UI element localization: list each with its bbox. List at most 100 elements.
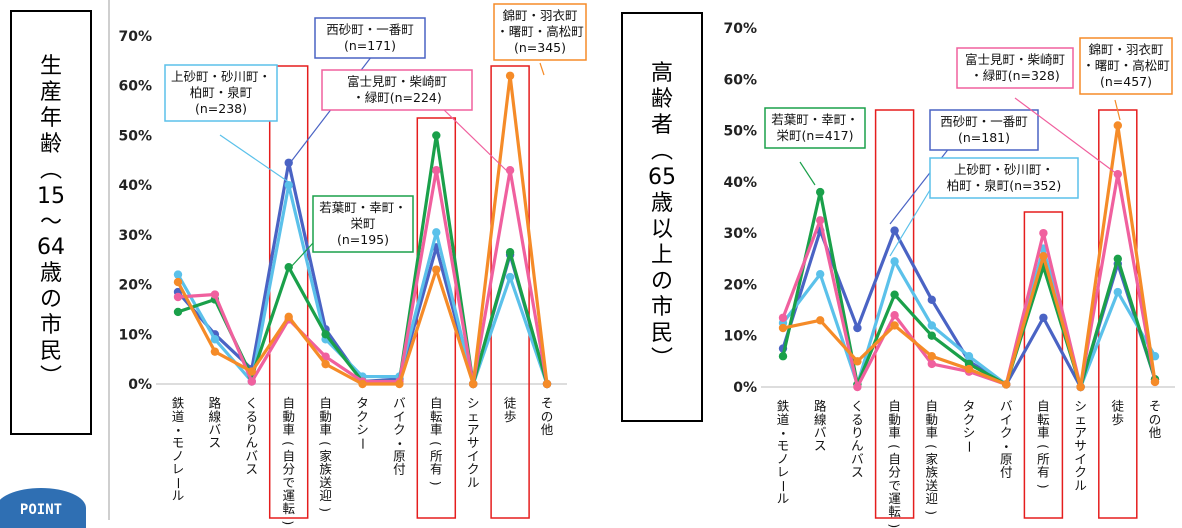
series-point bbox=[1039, 228, 1048, 238]
x-tick-char: 鉄 bbox=[777, 399, 790, 414]
series-point bbox=[210, 290, 220, 299]
elderly-label-char: 上 bbox=[650, 242, 673, 268]
x-tick-char: 迎 bbox=[926, 491, 939, 506]
x-tick-char: ア bbox=[467, 422, 480, 437]
working-age-chart: 0%10%20%30%40%50%60%70%鉄道・モノレール路線バスくるりんバ… bbox=[118, 3, 587, 525]
x-tick-char: 車 bbox=[1037, 425, 1050, 440]
series-point bbox=[173, 307, 183, 317]
x-tick-label: その他 bbox=[1149, 399, 1162, 440]
annotation-box bbox=[1079, 37, 1173, 95]
x-tick-char: り bbox=[851, 425, 864, 440]
x-tick-label: 徒歩 bbox=[504, 396, 517, 424]
x-tick-char: ) bbox=[429, 481, 444, 486]
series-point bbox=[210, 335, 220, 344]
series-point bbox=[505, 248, 515, 257]
series-point bbox=[284, 158, 293, 167]
x-tick-char: 車 bbox=[888, 425, 901, 440]
series-point bbox=[505, 166, 515, 175]
annotation-box bbox=[312, 195, 414, 253]
working-age-label-char: 生 bbox=[39, 53, 62, 79]
series-point bbox=[964, 364, 974, 374]
working-age-label-char: 15 bbox=[37, 183, 65, 209]
series-point bbox=[927, 352, 936, 361]
series-point bbox=[1150, 377, 1160, 387]
annotation-box bbox=[929, 157, 1079, 199]
x-tick-char: ル bbox=[777, 491, 790, 506]
x-tick-char: 自 bbox=[888, 451, 901, 466]
series-point bbox=[890, 257, 899, 266]
series-point bbox=[1113, 287, 1122, 297]
working-age-label-char: 齢 bbox=[39, 131, 62, 157]
series-point bbox=[505, 272, 515, 282]
x-tick-char: 車 bbox=[319, 422, 332, 437]
x-tick-char: 他 bbox=[1149, 425, 1162, 440]
x-tick-char: ・ bbox=[392, 437, 407, 450]
annotation-text: 栄町 bbox=[350, 216, 375, 231]
series-point bbox=[505, 71, 515, 80]
series-point bbox=[395, 379, 404, 389]
x-tick-char: の bbox=[541, 409, 554, 424]
annotation-text: (n=181) bbox=[958, 130, 1010, 145]
x-tick-char: ス bbox=[851, 465, 864, 480]
y-tick-label: 20% bbox=[723, 277, 757, 293]
x-tick-char: 家 bbox=[319, 448, 332, 463]
series-point bbox=[816, 187, 825, 197]
x-tick-char: シ bbox=[467, 396, 480, 411]
annotation-text: (n=195) bbox=[337, 232, 389, 247]
annotation-leader bbox=[219, 134, 291, 184]
annotation-text: 柏町・泉町(n=352) bbox=[947, 178, 1062, 193]
x-tick-char: 転 bbox=[430, 409, 443, 424]
x-tick-char: そ bbox=[1149, 399, 1162, 414]
series-point bbox=[432, 166, 441, 175]
x-tick-char: そ bbox=[541, 396, 554, 411]
y-tick-label: 30% bbox=[118, 228, 152, 244]
y-tick-label: 0% bbox=[128, 377, 152, 393]
series-point bbox=[321, 352, 330, 361]
elderly-label-char: 齢 bbox=[650, 87, 673, 113]
x-tick-char: シ bbox=[963, 425, 976, 440]
series-point bbox=[927, 359, 936, 369]
annotation-text: 若葉町・幸町・ bbox=[319, 200, 407, 215]
series-point bbox=[284, 312, 293, 322]
series-point bbox=[247, 377, 256, 386]
x-tick-char: 運 bbox=[888, 491, 901, 506]
series-point bbox=[284, 180, 293, 190]
x-tick-char: ク bbox=[1000, 425, 1013, 440]
x-tick-char: バ bbox=[246, 448, 259, 463]
x-tick-char: ) bbox=[887, 523, 902, 528]
x-tick-char: レ bbox=[777, 465, 790, 480]
x-tick-char: ( bbox=[924, 444, 939, 449]
annotation-text: (n=238) bbox=[195, 101, 247, 116]
x-tick-char: 自 bbox=[888, 399, 901, 414]
series-point bbox=[321, 330, 330, 339]
elderly-label-char: 市 bbox=[650, 294, 673, 320]
x-tick-char: ん bbox=[851, 438, 864, 453]
x-tick-char: 路 bbox=[814, 399, 827, 414]
elderly-chart: 0%10%20%30%40%50%60%70%鉄道・モノレール路線バスくるりんバ… bbox=[723, 21, 1175, 528]
series-point bbox=[1113, 254, 1122, 263]
series-point bbox=[890, 311, 899, 320]
x-tick-char: 動 bbox=[926, 412, 939, 427]
x-tick-char: ェ bbox=[1074, 412, 1087, 427]
working-age-label-char: ︶ bbox=[39, 365, 62, 391]
series-point bbox=[432, 228, 441, 237]
annotation-text: ・曙町・高松町 bbox=[1082, 58, 1170, 73]
x-tick-char: 徒 bbox=[504, 396, 517, 411]
series-point bbox=[778, 352, 788, 361]
annotation-text: 西砂町・一番町 bbox=[326, 22, 414, 37]
annotation-text: 上砂町・砂川町・ bbox=[171, 69, 271, 84]
x-tick-char: 運 bbox=[282, 488, 295, 503]
x-tick-char: イ bbox=[467, 448, 480, 463]
x-tick-label: 自転車 (所有) bbox=[429, 396, 444, 486]
x-tick-char: 転 bbox=[1037, 412, 1050, 427]
working-age-label-char: 市 bbox=[39, 313, 62, 339]
highlight-box bbox=[490, 65, 530, 519]
y-tick-label: 60% bbox=[118, 79, 152, 95]
x-tick-char: 車 bbox=[926, 425, 939, 440]
